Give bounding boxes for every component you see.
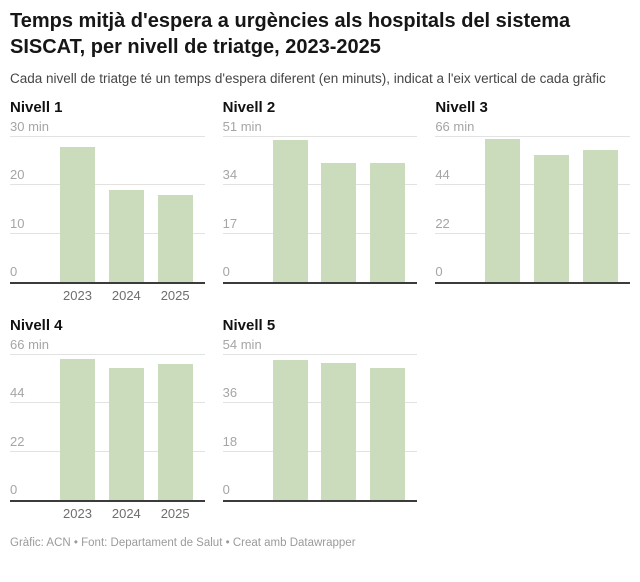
plot-area: 0 18 36 54 min [222,338,418,502]
x-axis-label: 2025 [160,505,190,521]
x-axis-label: 2023 [63,287,92,303]
chart-nivell-4: Nivell 4 0 22 44 66 min 2023 2024 2025 [10,317,205,521]
chart-title: Nivell 3 [435,98,488,116]
chart-title: Nivell 1 [10,98,63,116]
x-axis-labels: 2023 2024 2025 [10,284,205,303]
y-tick-label: 17 [222,215,238,231]
chart-title: Nivell 4 [10,316,63,334]
y-tick-label: 44 [435,167,450,183]
gridline [222,184,418,186]
gridline [222,353,418,355]
y-tick-label: 51 min [222,118,262,134]
bar-2025[interactable] [582,150,618,282]
y-tick-label: 66 min [435,118,475,134]
plot-area: 0 10 20 30 min [10,120,205,284]
bar-2024[interactable] [108,368,144,500]
bar-2023[interactable] [60,359,95,500]
y-tick-label: 34 [222,167,238,183]
x-axis-label: 2025 [160,287,190,303]
bars-group [272,355,406,500]
gridline [10,450,205,452]
gridline [222,232,418,234]
bar-2025[interactable] [370,368,406,500]
page-subtitle: Cada nivell de triatge té un temps d'esp… [10,71,606,86]
bar-2024[interactable] [108,190,144,282]
x-axis-label: 2024 [111,287,141,303]
footer-credit: Gràfic: ACN • Font: Departament de Salut… [10,536,356,549]
gridline [222,402,418,404]
x-axis-label: 2023 [63,505,92,521]
gridline [10,184,205,186]
chart-nivell-2: Nivell 2 0 17 34 51 min [222,98,418,303]
bar-2025[interactable] [370,162,406,282]
y-tick-label: 22 [435,215,450,231]
gridline [10,232,205,234]
bar-2024[interactable] [321,363,357,500]
x-axis-label: 2024 [111,505,141,521]
gridline [10,135,205,137]
y-tick-label: 0 [222,481,230,497]
page-title: Temps mitjà d'espera a urgències als hos… [10,10,571,58]
gridline [435,232,630,234]
chart-title: Nivell 5 [222,316,276,334]
y-tick-label: 30 min [10,118,50,134]
gridline [435,135,630,137]
y-tick-label: 36 [222,385,238,401]
plot-area: 0 22 44 66 min [10,338,205,502]
chart-nivell-5: Nivell 5 0 18 36 54 min [222,316,418,521]
bars-group [485,137,618,282]
bars-group [60,137,193,282]
bar-2023[interactable] [485,139,521,282]
y-tick-label: 20 [10,167,25,183]
gridline [222,450,418,452]
gridline [10,402,205,404]
bars-group [60,355,193,500]
gridline [435,184,630,186]
chart-title: Nivell 2 [222,98,276,116]
y-tick-label: 54 min [222,336,262,352]
bar-2024[interactable] [534,154,570,282]
plot-area: 0 22 44 66 min [435,120,630,284]
y-tick-label: 44 [10,385,25,401]
y-tick-label: 0 [10,481,18,497]
gridline [10,353,205,355]
y-tick-label: 0 [222,263,230,279]
x-axis-labels: 2023 2024 2025 [10,502,205,521]
chart-nivell-3: Nivell 3 0 22 44 66 min [435,99,630,303]
bar-2025[interactable] [157,363,193,500]
bar-2023[interactable] [60,146,95,282]
gridline [222,135,418,137]
bars-group [272,137,406,282]
bar-2025[interactable] [157,194,193,282]
bar-2023[interactable] [272,139,308,282]
bar-2023[interactable] [272,360,308,500]
y-tick-label: 10 [10,215,25,231]
chart-nivell-1: Nivell 1 0 10 20 30 min 2023 2024 2025 [10,99,205,303]
bar-2024[interactable] [321,162,357,282]
y-tick-label: 18 [222,433,238,449]
y-tick-label: 22 [10,433,25,449]
charts-grid: Nivell 1 0 10 20 30 min 2023 2024 2025 Nivell 2 0… [10,99,630,521]
y-tick-label: 0 [10,263,18,279]
plot-area: 0 17 34 51 min [222,120,418,284]
y-tick-label: 0 [435,263,443,279]
y-tick-label: 66 min [10,336,50,352]
